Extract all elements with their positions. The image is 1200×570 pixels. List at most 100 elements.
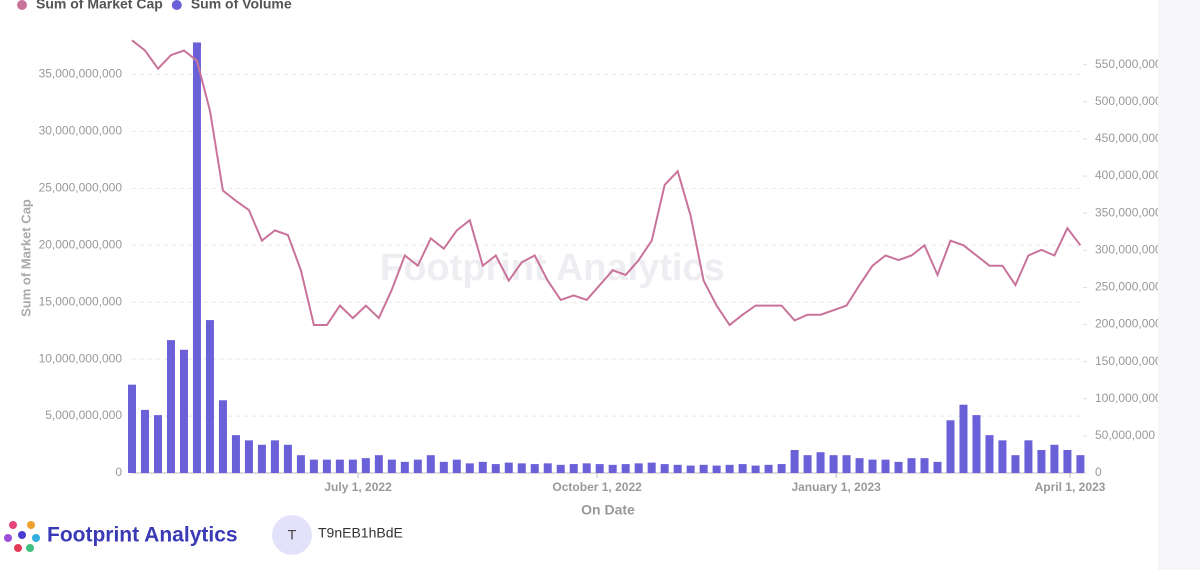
volume-bar — [907, 458, 916, 473]
volume-bar — [699, 464, 708, 473]
market-cap-line — [131, 39, 1082, 327]
x-axis-title: On Date — [581, 502, 635, 518]
volume-bar — [465, 463, 474, 473]
volume-bar — [712, 465, 721, 473]
volume-bar — [231, 435, 240, 473]
avatar-letter: T — [288, 527, 297, 543]
volume-bar — [348, 459, 357, 473]
volume-bar — [400, 461, 409, 473]
volume-bar — [205, 320, 214, 473]
y2-tick-label: 550,000,000 — [1095, 57, 1158, 71]
volume-bar — [504, 462, 513, 473]
volume-bar — [128, 384, 136, 473]
volume-bar — [686, 465, 695, 473]
volume-bar — [140, 409, 149, 473]
volume-bar — [790, 449, 799, 473]
y-tick-label: 20,000,000,000 — [39, 237, 123, 251]
side-strip — [1158, 0, 1200, 570]
volume-bar — [517, 463, 526, 473]
volume-bar — [1024, 440, 1033, 473]
y-tick-label: 10,000,000,000 — [39, 351, 123, 365]
volume-bar — [1076, 455, 1085, 473]
watermark: Footprint Analytics — [380, 247, 725, 289]
volume-bar — [192, 42, 201, 474]
y2-tick-label: 100,000,000 — [1095, 391, 1158, 405]
volume-bar — [608, 464, 617, 473]
volume-bar — [816, 452, 825, 473]
volume-bar — [569, 464, 578, 473]
volume-bar — [621, 464, 630, 473]
volume-bar — [413, 459, 422, 473]
y2-tick-label: 350,000,000 — [1095, 205, 1158, 219]
y-tick-label: 35,000,000,000 — [39, 67, 123, 81]
legend-label: Sum of Market Cap — [36, 0, 163, 12]
volume-bar — [257, 444, 266, 473]
y2-tick-label: 150,000,000 — [1095, 354, 1158, 368]
volume-bar — [803, 455, 812, 473]
volume-bar — [777, 464, 786, 473]
volume-bar — [855, 458, 864, 473]
volume-bar — [738, 464, 747, 473]
legend-label: Sum of Volume — [191, 0, 292, 12]
y2-tick-label: 250,000,000 — [1095, 280, 1158, 294]
volume-bar — [452, 459, 461, 473]
avatar-circle — [272, 515, 312, 555]
volume-bar — [972, 415, 981, 473]
volume-bar — [868, 459, 877, 473]
volume-bar — [478, 461, 487, 473]
x-tick-label: July 1, 2022 — [324, 480, 392, 494]
volume-bar — [751, 465, 760, 473]
volume-bar — [1037, 449, 1046, 473]
volume-bar — [491, 464, 500, 473]
volume-bar — [842, 455, 851, 473]
volume-bar — [530, 464, 539, 473]
volume-bar — [439, 461, 448, 473]
volume-bar — [725, 464, 734, 473]
y2-tick-label: 300,000,000 — [1095, 242, 1158, 256]
volume-bar — [283, 444, 292, 473]
x-tick-label: October 1, 2022 — [552, 480, 642, 494]
volume-bar — [270, 440, 279, 473]
volume-bar — [582, 463, 591, 473]
y-tick-label: 15,000,000,000 — [39, 294, 123, 308]
chart: Footprint Analytics Sum of Market Cap On… — [4, 0, 1158, 555]
volume-bar — [387, 459, 396, 473]
y-tick-label: 25,000,000,000 — [39, 180, 123, 194]
volume-bar — [543, 463, 552, 473]
volume-bar — [556, 464, 565, 473]
y2-tick-label: 50,000,000 — [1095, 428, 1155, 442]
volume-bar — [244, 440, 253, 473]
footer-logo — [4, 521, 40, 552]
volume-bar — [374, 455, 383, 473]
volume-bar — [426, 455, 435, 473]
y-tick-label: 30,000,000,000 — [39, 124, 123, 138]
y2-tick-label: 450,000,000 — [1095, 131, 1158, 145]
volume-bar — [179, 349, 188, 473]
volume-bar — [959, 404, 968, 473]
volume-bar — [166, 340, 175, 473]
volume-bar — [881, 459, 890, 473]
volume-bar — [335, 459, 344, 473]
volume-bar — [218, 400, 227, 473]
volume-bar — [660, 464, 669, 473]
volume-bar — [933, 461, 942, 473]
user-name: T9nEB1hBdE — [318, 525, 403, 541]
volume-bar — [1050, 444, 1059, 473]
volume-bar — [634, 463, 643, 473]
y2-tick-label: 200,000,000 — [1095, 317, 1158, 331]
y-tick-label: 5,000,000,000 — [45, 408, 122, 422]
footer-brand: Footprint Analytics — [47, 524, 238, 547]
volume-bar — [361, 458, 370, 473]
volume-bar — [322, 459, 331, 473]
volume-bar — [1063, 449, 1072, 473]
volume-bar — [998, 440, 1007, 473]
x-tick-label: January 1, 2023 — [791, 480, 881, 494]
volume-bar — [985, 435, 994, 473]
volume-bar — [153, 415, 162, 473]
volume-bar — [309, 459, 318, 473]
volume-bar — [920, 458, 929, 473]
y2-tick-label: 500,000,000 — [1095, 94, 1158, 108]
volume-bar — [1011, 455, 1020, 473]
volume-bar — [946, 420, 955, 473]
